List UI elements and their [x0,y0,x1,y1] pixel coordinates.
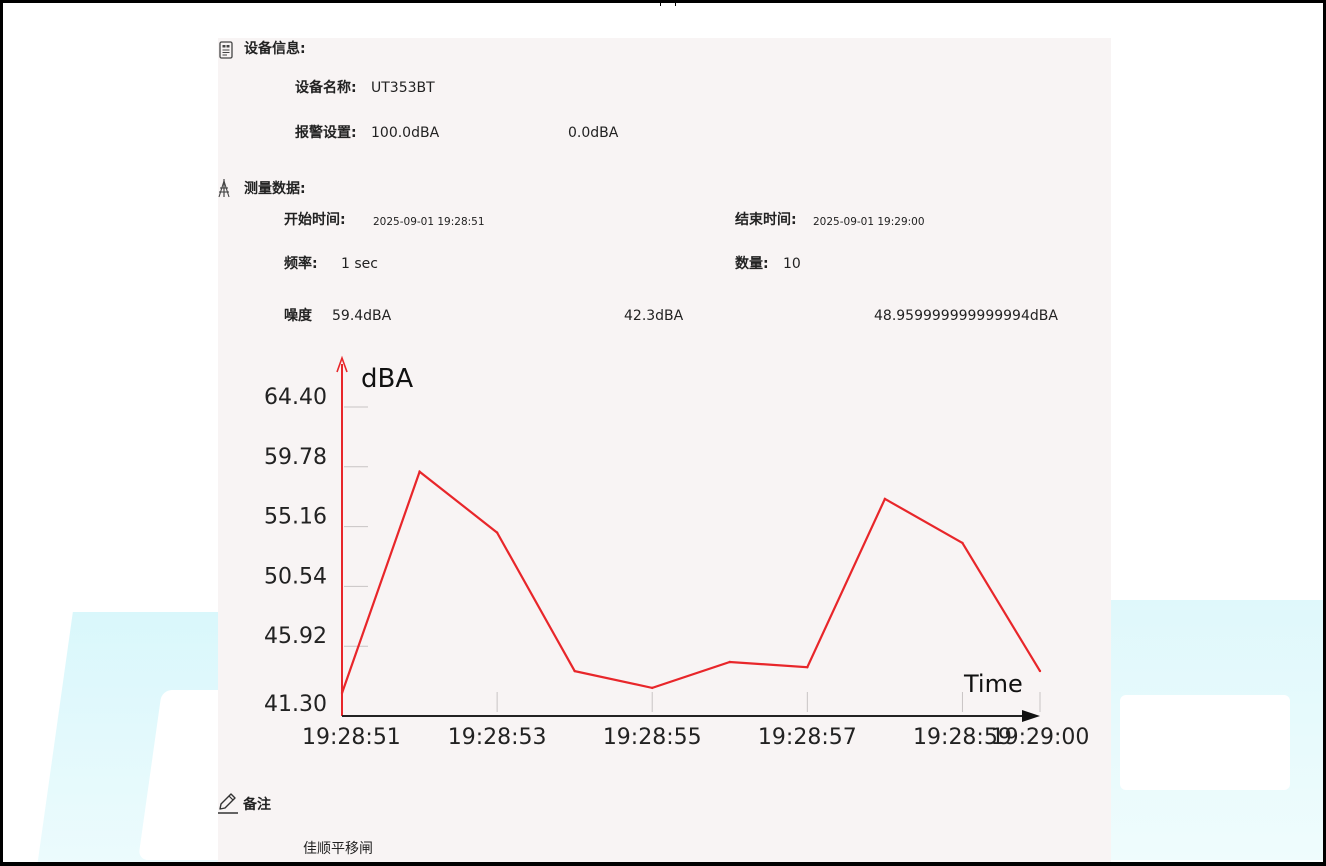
y-tick-label: 55.16 [264,505,327,530]
device-name-value: UT353BT [371,80,435,96]
data-point [1038,669,1042,673]
alarm-label: 报警设置: [295,125,357,141]
y-axis-title: dBA [361,364,413,394]
device-name-label: 设备名称: [295,80,357,96]
start-time-value: 2025-09-01 19:28:51 [373,216,485,228]
noise-min-value: 42.3dBA [624,308,684,324]
end-time-value: 2025-09-01 19:29:00 [813,216,925,228]
data-point [573,669,576,673]
measurement-heading: 测量数据: [244,181,306,197]
data-point [495,531,499,534]
alarm-low-value: 0.0dBA [568,125,619,141]
y-tick-label: 64.40 [264,385,327,410]
x-tick-label: 19:28:59 [913,725,1012,750]
y-tick-label: 45.92 [264,624,327,649]
y-tick-label: 59.78 [264,445,327,470]
data-point [806,665,809,669]
pencil-icon [216,792,240,818]
rate-label: 频率: [284,256,318,272]
noise-max-value: 59.4dBA [332,308,392,324]
notes-text: 佳顺平移闸 [303,841,373,857]
device-doc-icon [219,41,233,63]
noise-avg-value: 48.959999999999994dBA [874,308,1058,324]
noise-line-chart: dBA Time 64.40 59.78 55.16 50.54 45.92 41.30 19:… [264,355,1090,750]
y-axis-arrow [336,355,348,373]
noise-label: 噪度 [284,308,312,324]
count-value: 10 [783,256,801,272]
data-point [418,470,421,473]
x-tick-label: 19:28:51 [302,725,401,750]
x-tick-label: 19:28:57 [758,725,857,750]
series-line-dba [340,469,1041,694]
y-tick-label: 41.30 [264,692,327,717]
rate-value: 1 sec [341,256,378,272]
data-point [883,497,887,501]
start-time-label: 开始时间: [284,212,346,228]
frame-notch [660,0,676,6]
data-point [961,541,964,545]
end-time-label: 结束时间: [735,212,797,228]
notes-heading: 备注 [243,797,271,813]
data-point [651,686,654,690]
data-point [728,660,731,664]
tower-icon [216,178,232,202]
x-tick-label: 19:28:55 [603,725,702,750]
x-axis-title: Time [963,670,1023,698]
device-info-heading: 设备信息: [244,41,306,57]
y-tick-label: 50.54 [264,564,327,589]
count-label: 数量: [735,256,769,272]
x-tick-label: 19:28:53 [448,725,547,750]
data-point [340,691,344,695]
x-axis-arrow [1022,710,1040,722]
alarm-high-value: 100.0dBA [371,125,440,141]
x-tick-label: 19:29:00 [991,725,1090,750]
background-watermark [1120,695,1290,790]
report-panel [218,38,1111,866]
